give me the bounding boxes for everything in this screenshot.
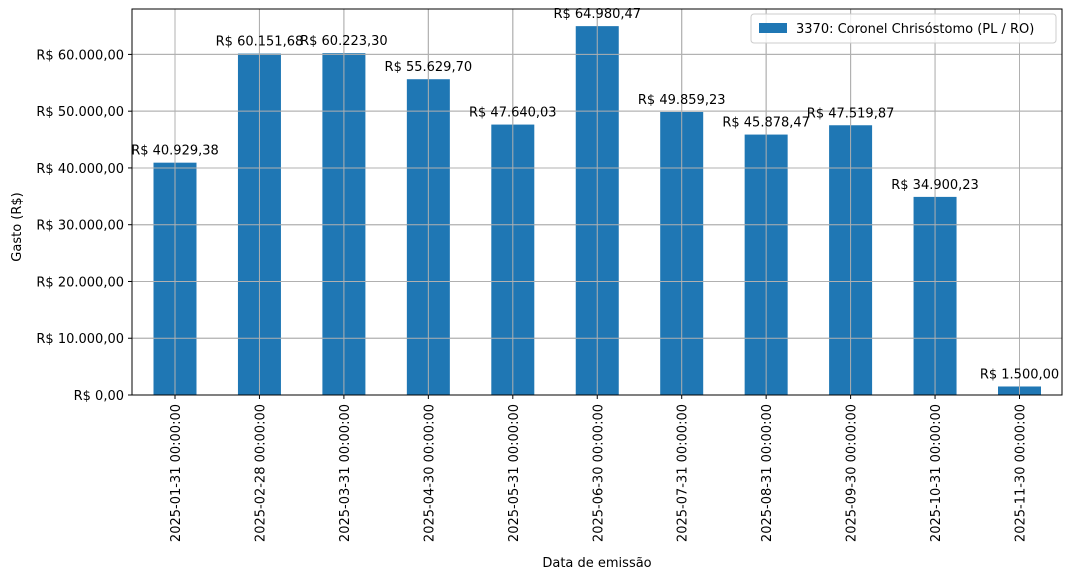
bar-value-label: R$ 1.500,00 [980,367,1059,382]
x-tick-label: 2025-02-28 00:00:00 [253,404,268,542]
y-tick-label: R$ 50.000,00 [36,105,124,120]
y-tick-label: R$ 0,00 [74,389,124,404]
bar-value-label: R$ 60.223,30 [300,34,388,49]
legend: 3370: Coronel Chrisóstomo (PL / RO) [750,13,1057,44]
bar-value-label: R$ 64.980,47 [553,7,641,22]
bars [132,9,1062,396]
x-tick-label: 2025-05-31 00:00:00 [507,404,522,542]
x-axis-label: Data de emissão [542,556,651,571]
x-tick-label: 2025-09-30 00:00:00 [845,404,860,542]
x-tick-label: 2025-07-31 00:00:00 [676,404,691,542]
legend-box [750,13,1057,44]
y-tick-label: R$ 20.000,00 [36,275,124,290]
bar-value-label: R$ 45.878,47 [722,116,810,131]
y-tick-label: R$ 30.000,00 [36,219,124,234]
x-tick-label: 2025-04-30 00:00:00 [422,404,437,542]
y-tick-label: R$ 60.000,00 [36,48,124,63]
y-tick-label: R$ 10.000,00 [36,332,124,347]
y-axis-label: Gasto (R$) [10,192,25,261]
x-tick-label: 2025-01-31 00:00:00 [169,404,184,542]
x-tick-label: 2025-08-31 00:00:00 [760,404,775,542]
x-tick-label: 2025-06-30 00:00:00 [591,404,606,542]
x-tick-label: 2025-03-31 00:00:00 [338,404,353,542]
bar-value-label: R$ 47.519,87 [807,106,895,121]
bar-value-label: R$ 60.151,68 [216,35,304,50]
x-tick-label: 2025-11-30 00:00:00 [1014,404,1029,542]
bar-value-label: R$ 34.900,23 [891,178,979,193]
y-axis-ticks: R$ 0,00 R$ 10.000,00 R$ 20.000,00 R$ 30.000… [36,48,132,404]
bar-value-label: R$ 55.629,70 [385,60,473,75]
bar-value-label: R$ 40.929,38 [131,144,219,159]
bar-value-label: R$ 47.640,03 [469,106,557,121]
y-tick-label: R$ 40.000,00 [36,162,124,177]
x-axis-ticks: 2025-01-31 00:00:00 2025-02-28 00:00:00 20… [169,395,1029,542]
x-tick-label: 2025-10-31 00:00:00 [929,404,944,542]
legend-swatch [759,23,787,33]
bar-value-label: R$ 49.859,23 [638,93,726,108]
bar-value-labels: R$ 40.929,38 R$ 60.151,68R$ 60.223,30 R$ 5… [131,7,1059,382]
legend-label: 3370: Coronel Chrisóstomo (PL / RO) [796,22,1034,37]
